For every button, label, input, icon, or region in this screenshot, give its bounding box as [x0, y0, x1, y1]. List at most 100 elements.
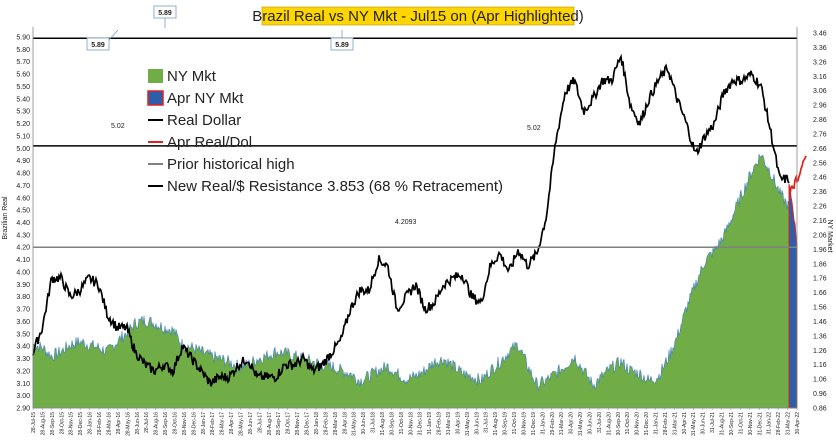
real-dollar-layer	[32, 53, 807, 387]
right-tick-label: 1.66	[813, 290, 827, 297]
x-tick-label: 30-Sep-19	[503, 412, 509, 436]
right-tick-label: 0.86	[813, 406, 827, 413]
x-tick-label: 31-Jul-20	[597, 412, 603, 433]
x-tick-label: 31-Jul-21	[710, 412, 716, 433]
annotation-589-top: 5.89	[158, 10, 172, 17]
left-tick-label: 5.80	[16, 47, 30, 54]
x-tick-label: 30-Sep-21	[729, 412, 735, 436]
x-tick-label: 30-Apr-20	[569, 412, 575, 434]
left-tick-label: 5.70	[16, 59, 30, 66]
x-tick-label: 31-Mar-19	[446, 412, 452, 435]
right-tick-label: 2.46	[813, 175, 827, 182]
title-box	[261, 6, 575, 26]
right-tick-label: 1.76	[813, 276, 827, 283]
x-tick-label: 28-Oct-17	[286, 412, 292, 434]
annotation-589-left: 5.89	[91, 42, 105, 49]
right-tick-label: 1.96	[813, 247, 827, 254]
x-tick-label: 28-Aug-17	[267, 412, 273, 436]
x-tick-label: 28-Jul-16	[144, 412, 150, 433]
axes-layer: 2.90 3.00 3.10 3.20 3.30 3.40 3.50 3.60 3.70 3.80…	[2, 27, 833, 436]
annotation-589-mid: 5.89	[335, 42, 349, 49]
right-tick-label: 1.56	[813, 305, 827, 312]
x-tick-label: 31-May-20	[578, 412, 584, 436]
right-tick-label: 1.36	[813, 333, 827, 340]
left-tick-label: 3.80	[16, 294, 30, 301]
x-tick-label: 31-Oct-21	[738, 412, 744, 434]
x-tick-label: 28-Mar-18	[333, 412, 339, 435]
x-tick-label: 30-Sep-18	[389, 412, 395, 436]
right-tick-label: 3.36	[813, 45, 827, 52]
left-tick-label: 3.00	[16, 393, 30, 400]
x-tick-label: 28-Feb-17	[210, 412, 216, 435]
x-tick-label: 28-May-16	[125, 412, 131, 436]
x-tick-label: 31-Aug-18	[380, 412, 386, 436]
x-tick-label: 30-Nov-21	[748, 412, 754, 436]
x-tick-label: 31-Dec-18	[418, 412, 424, 436]
x-tick-label: 28-Feb-21	[663, 412, 669, 435]
right-tick-label: 1.16	[813, 362, 827, 369]
right-tick-label: 2.36	[813, 189, 827, 196]
x-tick-label: 31-Aug-19	[493, 412, 499, 436]
x-tick-label: 31-Dec-19	[531, 412, 537, 436]
left-tick-label: 3.60	[16, 319, 30, 326]
right-tick-label: 1.06	[813, 377, 827, 384]
x-tick-label: 31-Mar-22	[786, 412, 792, 435]
x-tick-label: 28-Jun-16	[135, 412, 141, 435]
legend-label: Real Dollar	[167, 112, 241, 129]
left-tick-label: 5.50	[16, 84, 30, 91]
reference-lines-layer	[33, 37, 797, 248]
left-tick-label: 5.00	[16, 146, 30, 153]
chart-title: Brazil Real vs NY Mkt - Jul15 on (Apr Hi…	[252, 8, 584, 25]
x-tick-label: 31-Jul-18	[371, 412, 377, 433]
right-tick-label: 2.66	[813, 146, 827, 153]
right-axis-title: NY Market	[826, 220, 833, 253]
x-tick-label: 28-Apr-17	[229, 412, 235, 434]
left-tick-label: 4.20	[16, 245, 30, 252]
x-tick-label: 31-Mar-21	[672, 412, 678, 435]
legend-label: Apr NY Mkt	[167, 90, 244, 107]
x-tick-label: 31-Mar-20	[559, 412, 565, 435]
right-tick-label: 2.06	[813, 232, 827, 239]
left-tick-label: 4.50	[16, 208, 30, 215]
left-tick-label: 4.60	[16, 195, 30, 202]
legend-swatch-apr-ny-mkt	[147, 90, 164, 106]
x-tick-label: 28-Dec-17	[305, 412, 311, 436]
x-tick-label: 28-Nov-17	[295, 412, 301, 436]
left-tick-label: 4.90	[16, 158, 30, 165]
x-tick-label: 28-Aug-16	[154, 412, 160, 436]
left-tick-label: 3.10	[16, 381, 30, 388]
left-tick-label: 4.40	[16, 220, 30, 227]
x-tick-label: 29-Feb-20	[550, 412, 556, 435]
x-tick-label: 31-May-19	[465, 412, 471, 436]
x-tick-label: 28-Feb-18	[323, 412, 329, 435]
x-tick-label: 28-Jan-16	[88, 412, 94, 435]
x-tick-label: 31-Aug-21	[720, 412, 726, 436]
x-tick-label: 30-Sep-20	[616, 412, 622, 436]
x-tick-label: 31-Oct-18	[399, 412, 405, 434]
annotation-589-left-box	[86, 37, 110, 51]
left-tick-label: 5.90	[16, 35, 30, 42]
annotation-502-left: 5.02	[111, 123, 125, 130]
x-tick-label: 30-Apr-22	[795, 412, 801, 434]
left-tick-label: 3.90	[16, 282, 30, 289]
x-tick-label: 28-Oct-15	[59, 412, 65, 434]
x-tick-label: 31-Dec-20	[644, 412, 650, 436]
right-tick-label: 1.86	[813, 261, 827, 268]
left-tick-label: 3.20	[16, 368, 30, 375]
x-tick-label: 28-Jul-17	[257, 412, 263, 433]
left-axis-title: Brazilian Real	[2, 196, 9, 240]
ny-mkt-area-layer	[32, 153, 790, 409]
x-tick-label: 28-Dec-15	[78, 412, 84, 436]
x-tick-label: 31-Oct-19	[512, 412, 518, 434]
x-tick-label: 31-Jan-19	[427, 412, 433, 435]
left-tick-label: 5.60	[16, 72, 30, 79]
right-tick-label: 1.26	[813, 348, 827, 355]
x-tick-label: 31-Oct-20	[625, 412, 631, 434]
left-tick-label: 3.50	[16, 331, 30, 338]
x-tick-label: 28-Feb-16	[97, 412, 103, 435]
x-tick-label: 31-Aug-20	[606, 412, 612, 436]
ny-mkt-area	[32, 153, 790, 409]
right-tick-label: 2.16	[813, 218, 827, 225]
title-layer: Brazil Real vs NY Mkt - Jul15 on (Apr Hi…	[252, 6, 584, 26]
right-tick-label: 1.46	[813, 319, 827, 326]
